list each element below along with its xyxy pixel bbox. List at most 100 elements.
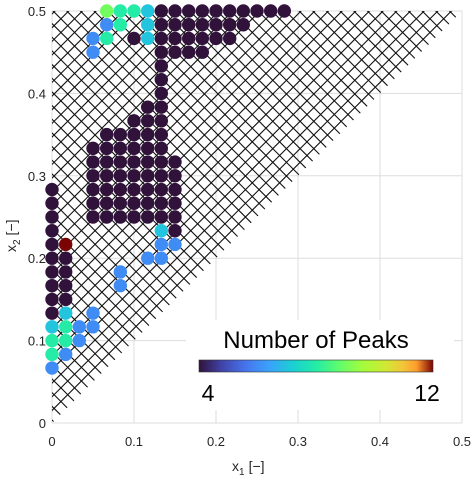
data-point <box>140 127 155 142</box>
data-point <box>250 4 264 18</box>
data-point <box>86 196 100 210</box>
x-axis-title: x1 [−] <box>232 458 265 478</box>
data-point <box>72 333 87 348</box>
data-point <box>168 237 182 252</box>
data-point <box>140 114 155 128</box>
data-point <box>140 155 155 169</box>
data-point <box>154 4 169 18</box>
data-point <box>86 169 100 183</box>
data-point <box>86 45 100 59</box>
data-point <box>154 169 169 183</box>
data-point <box>195 45 210 59</box>
hatch-line <box>306 11 462 423</box>
data-point <box>58 237 73 252</box>
data-point <box>58 320 73 334</box>
data-point <box>140 4 155 18</box>
data-point <box>154 251 169 265</box>
data-point <box>86 306 100 320</box>
data-point <box>86 182 100 197</box>
x-tick-label: 0.5 <box>453 434 471 449</box>
data-point <box>127 182 141 197</box>
data-point <box>209 31 223 46</box>
data-point <box>86 141 100 156</box>
data-point <box>168 4 182 18</box>
data-point <box>154 31 169 46</box>
data-point <box>140 210 155 224</box>
data-point <box>58 306 73 320</box>
data-point <box>99 18 114 32</box>
data-point <box>45 210 59 224</box>
data-point <box>127 141 141 156</box>
x-tick-label: 0.4 <box>371 434 389 449</box>
data-point <box>209 18 223 32</box>
data-point <box>45 306 59 320</box>
data-point <box>72 320 87 334</box>
data-point <box>58 251 73 265</box>
data-point <box>181 31 196 46</box>
x-tick-label: 0.3 <box>289 434 307 449</box>
x-tick-labels: 0 0.1 0.2 0.3 0.4 0.5 <box>48 434 471 449</box>
data-point <box>113 182 128 197</box>
data-point <box>181 18 196 32</box>
data-point <box>154 196 169 210</box>
data-point <box>45 347 59 362</box>
data-point <box>113 210 128 224</box>
data-point <box>222 31 237 46</box>
data-point <box>181 4 196 18</box>
y-tick-label: 0.5 <box>28 4 46 19</box>
data-point <box>45 320 59 334</box>
data-point <box>154 224 169 238</box>
data-point <box>113 4 128 18</box>
data-point <box>277 4 292 18</box>
data-point <box>140 251 155 265</box>
data-point <box>195 31 210 46</box>
data-point <box>154 86 169 101</box>
data-point <box>236 4 251 18</box>
data-point <box>154 114 169 128</box>
data-point <box>140 169 155 183</box>
data-point <box>99 210 114 224</box>
data-point <box>86 320 100 334</box>
data-point <box>45 251 59 265</box>
data-point <box>168 210 182 224</box>
x-tick-label: 0.1 <box>125 434 143 449</box>
data-point <box>58 292 73 307</box>
data-point <box>140 141 155 156</box>
data-point <box>168 18 182 32</box>
colorbar-gradient <box>198 359 434 373</box>
data-point <box>168 155 182 169</box>
data-point <box>45 361 59 375</box>
data-point <box>45 292 59 307</box>
x-tick-label: 0.2 <box>207 434 225 449</box>
data-point <box>168 45 182 59</box>
data-point <box>154 45 169 59</box>
data-point <box>86 31 100 46</box>
data-point <box>195 18 210 32</box>
data-point <box>154 127 169 142</box>
data-point <box>58 347 73 362</box>
data-point <box>154 72 169 87</box>
data-point <box>181 45 196 59</box>
colorbar: Number of Peaks 4 12 <box>186 320 454 410</box>
y-tick-label: 0.1 <box>28 334 46 349</box>
colorbar-min-label: 4 <box>202 380 215 406</box>
data-point <box>45 333 59 348</box>
data-point <box>58 265 73 279</box>
y-tick-label: 0.2 <box>28 251 46 266</box>
data-point <box>113 155 128 169</box>
data-point <box>113 127 128 142</box>
y-tick-labels: 0 0.1 0.2 0.3 0.4 0.5 <box>28 4 46 431</box>
data-point <box>154 237 169 252</box>
y-tick-label: 0 <box>39 416 46 431</box>
data-point <box>140 31 155 46</box>
data-point <box>154 182 169 197</box>
data-point <box>168 182 182 197</box>
data-point <box>154 59 169 73</box>
data-point <box>154 155 169 169</box>
data-point <box>154 100 169 114</box>
hatch-line <box>237 11 462 423</box>
hatch-line <box>251 11 462 423</box>
data-point <box>58 333 73 348</box>
x-tick-label: 0 <box>48 434 55 449</box>
